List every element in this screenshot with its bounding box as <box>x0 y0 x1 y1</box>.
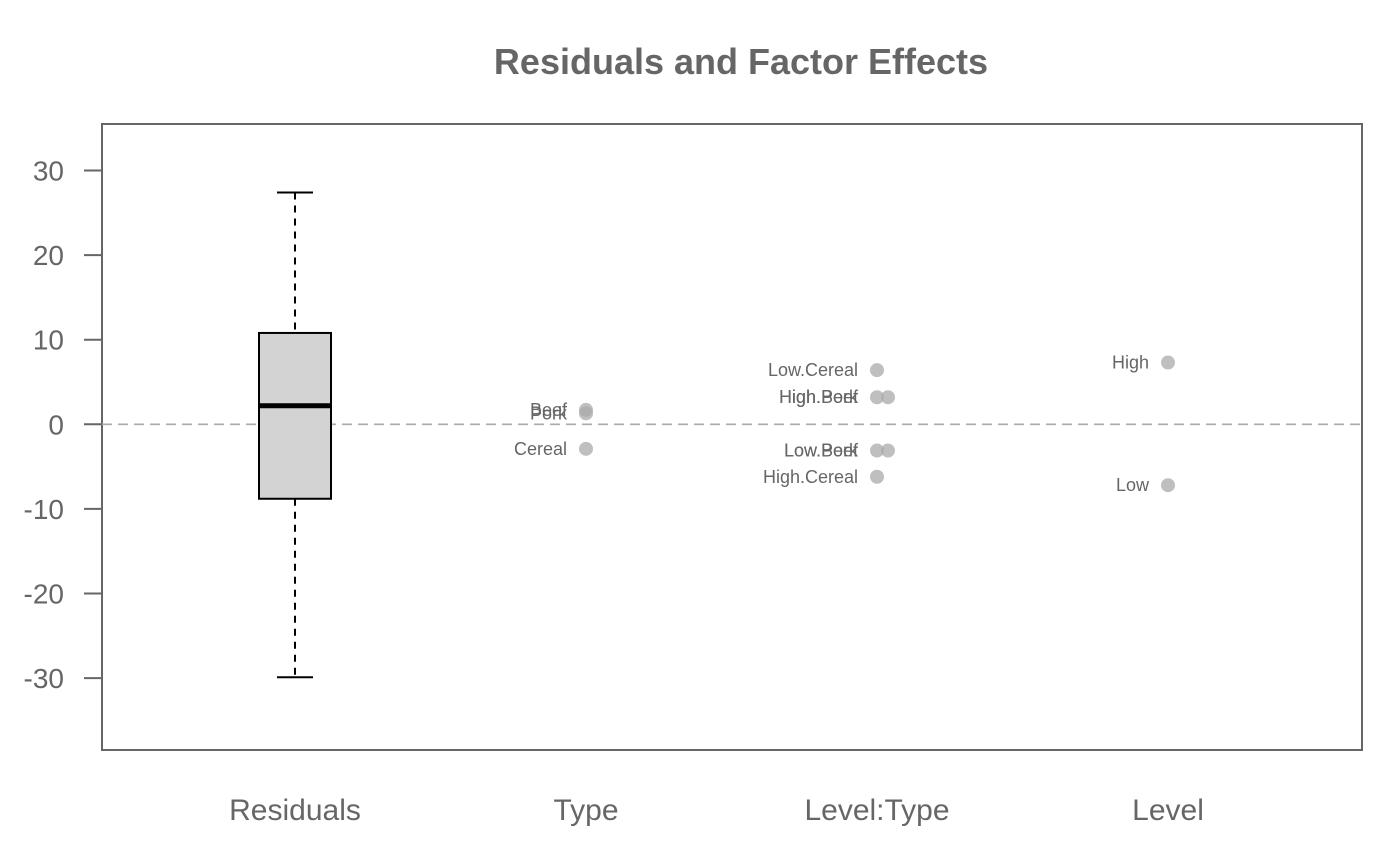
effect-point-cereal <box>579 441 593 456</box>
y-tick-label-20: 20 <box>33 240 64 271</box>
y-tick-label-30: 30 <box>33 156 64 187</box>
effect-point-high-pork <box>870 390 884 405</box>
effect-label-low-beef: Low.Beef <box>784 441 859 461</box>
effect-label-low: Low <box>1116 475 1150 495</box>
x-category-label-level: Level <box>1132 794 1204 827</box>
effect-label-beef: Beef <box>530 400 568 420</box>
effect-label-low-cereal: Low.Cereal <box>768 360 858 380</box>
plot-frame <box>101 123 1363 751</box>
x-category-label-level-type: Level:Type <box>804 794 949 827</box>
effect-point-high-cereal <box>870 469 884 484</box>
y-axis: 30 20 10 0 -10 -20 -30 <box>24 156 102 694</box>
y-tick-label-10: -10 <box>24 494 64 525</box>
x-category-label-residuals: Residuals <box>229 794 361 827</box>
y-tick-label-10: 10 <box>33 325 64 356</box>
x-axis-category-labels: Residuals Type Level:Type Level <box>229 794 1204 827</box>
effect-point-low <box>1161 478 1175 493</box>
effect-label-pork: Pork <box>530 403 568 423</box>
effect-point-low-cereal <box>870 363 884 378</box>
iqr-box <box>258 331 332 500</box>
effect-label-high-cereal: High.Cereal <box>763 467 858 487</box>
effect-point-high <box>1161 355 1175 370</box>
effect-label-low-pork: Low.Pork <box>784 441 859 461</box>
effect-point-high-beef <box>881 390 895 405</box>
y-tick-label-30: -30 <box>24 663 64 694</box>
effect-label-high-beef: High.Beef <box>779 387 859 407</box>
y-tick-label-0: 0 <box>48 409 64 440</box>
x-category-label-type: Type <box>553 794 618 827</box>
y-tick-label-20: -20 <box>24 579 64 610</box>
effect-label-high-pork: High.Pork <box>779 387 859 407</box>
effect-label-cereal: Cereal <box>514 439 567 459</box>
residuals-boxplot <box>258 191 332 679</box>
effect-point-low-pork <box>870 443 884 458</box>
chart-title: Residuals and Factor Effects <box>494 41 988 82</box>
effect-point-pork <box>579 406 593 421</box>
effect-point-low-beef <box>881 443 895 458</box>
effect-label-high: High <box>1112 353 1149 373</box>
